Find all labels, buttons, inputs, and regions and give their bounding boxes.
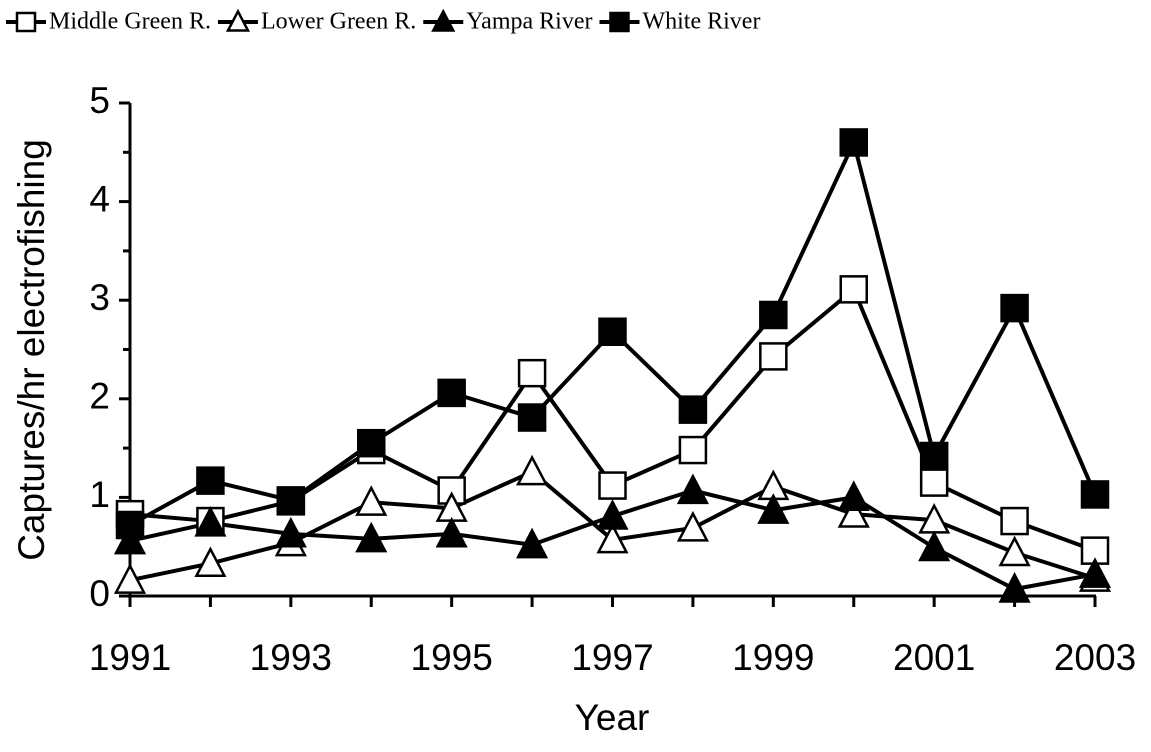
x-tick-label: 1993 xyxy=(250,637,332,678)
y-tick-label: 2 xyxy=(89,376,110,417)
triangle-marker xyxy=(918,530,951,562)
square-marker xyxy=(759,342,788,371)
triangle-marker xyxy=(516,527,549,559)
x-tick-label: 1991 xyxy=(89,637,171,678)
triangle-marker xyxy=(355,521,388,553)
square-marker xyxy=(598,471,627,500)
x-tick-label: 1997 xyxy=(571,637,653,678)
triangle-marker xyxy=(113,523,147,555)
square-marker xyxy=(1000,293,1029,323)
triangle-marker xyxy=(355,485,388,516)
legend-marker xyxy=(431,8,456,32)
y-tick-label: 1 xyxy=(89,474,110,515)
triangle-marker xyxy=(113,563,147,594)
y-axis-label: Captures/hr electrofishing xyxy=(11,139,52,561)
square-marker xyxy=(115,510,145,540)
square-marker xyxy=(1000,506,1029,536)
triangle-marker xyxy=(194,505,227,537)
square-marker xyxy=(678,395,708,424)
square-marker xyxy=(517,403,547,432)
triangle-marker xyxy=(837,480,870,511)
square-marker xyxy=(437,378,466,408)
square-marker xyxy=(598,317,627,347)
square-marker xyxy=(919,441,949,471)
square-marker xyxy=(517,358,547,388)
y-tick-label: 4 xyxy=(89,178,110,219)
triangle-marker xyxy=(194,546,227,578)
triangle-marker xyxy=(1078,557,1112,588)
square-marker xyxy=(1080,480,1110,509)
triangle-marker xyxy=(676,473,709,505)
y-tick-label: 3 xyxy=(89,277,110,318)
square-marker xyxy=(357,428,386,458)
x-axis-label: Year xyxy=(575,697,650,738)
x-tick-label: 2001 xyxy=(893,637,975,678)
triangle-marker xyxy=(274,516,307,548)
legend-label: White River xyxy=(642,9,760,35)
legend-marker xyxy=(225,8,251,32)
x-tick-label: 1999 xyxy=(732,637,814,678)
legend-label: Yampa River xyxy=(466,9,592,35)
triangle-marker xyxy=(998,572,1031,603)
square-marker xyxy=(276,486,306,515)
y-tick-label: 5 xyxy=(89,80,110,121)
legend-marker xyxy=(609,11,630,33)
square-marker xyxy=(839,275,868,304)
x-tick-label: 2003 xyxy=(1054,637,1136,678)
triangle-marker xyxy=(516,454,549,486)
square-marker xyxy=(839,128,868,157)
square-marker xyxy=(678,435,708,465)
square-marker xyxy=(196,466,225,495)
triangle-marker xyxy=(596,522,629,554)
legend-label: Middle Green R. xyxy=(49,9,211,35)
triangle-marker xyxy=(596,499,629,530)
x-tick-label: 1995 xyxy=(411,637,493,678)
triangle-marker xyxy=(837,497,870,528)
y-tick-label: 0 xyxy=(89,573,110,614)
square-marker xyxy=(919,468,949,497)
triangle-marker xyxy=(435,516,468,548)
square-marker xyxy=(759,300,788,330)
legend-label: Lower Green R. xyxy=(261,9,416,35)
triangle-marker xyxy=(757,493,790,524)
triangle-marker xyxy=(676,510,709,542)
triangle-marker xyxy=(998,535,1031,567)
legend-marker xyxy=(15,11,37,33)
